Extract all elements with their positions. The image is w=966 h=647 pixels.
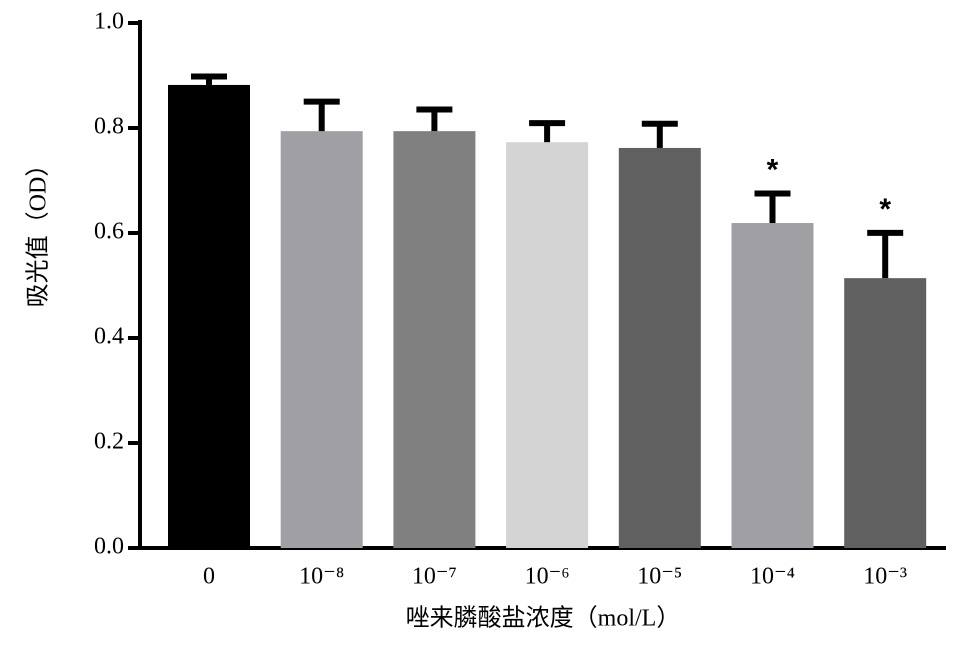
y-tick-label: 0.6 bbox=[94, 219, 124, 245]
annotation: * bbox=[879, 193, 891, 226]
error-bar bbox=[416, 106, 453, 132]
bar bbox=[618, 147, 701, 548]
error-bar bbox=[529, 120, 566, 143]
bar bbox=[844, 278, 927, 548]
x-tick-label: 10⁻⁷ bbox=[412, 564, 457, 590]
y-tick-label: 0.0 bbox=[94, 534, 124, 560]
error-bar bbox=[754, 190, 791, 224]
y-axis-label: 吸光值（OD） bbox=[25, 153, 52, 308]
annotation: * bbox=[767, 153, 779, 186]
bar bbox=[168, 84, 250, 548]
error-bar bbox=[191, 73, 227, 85]
bar bbox=[280, 131, 363, 548]
error-bar bbox=[303, 98, 340, 132]
y-tick-label: 0.2 bbox=[94, 429, 124, 455]
y-tick-label: 0.4 bbox=[94, 324, 124, 350]
y-tick-label: 0.8 bbox=[94, 114, 124, 140]
bar bbox=[731, 223, 814, 548]
x-tick-label: 10⁻⁵ bbox=[637, 564, 682, 590]
bar bbox=[506, 142, 589, 549]
x-tick-label: 0 bbox=[203, 564, 215, 590]
error-bar bbox=[641, 120, 678, 148]
x-tick-label: 10⁻⁶ bbox=[525, 564, 570, 590]
x-tick-label: 10⁻³ bbox=[863, 564, 907, 590]
x-tick-label: 10⁻⁴ bbox=[750, 564, 795, 590]
y-tick-label: 1.0 bbox=[94, 9, 124, 35]
x-tick-label: 10⁻⁸ bbox=[299, 564, 344, 590]
x-axis-label: 唑来膦酸盐浓度（mol/L） bbox=[406, 605, 681, 632]
error-bar bbox=[867, 229, 904, 279]
bar bbox=[393, 131, 476, 548]
